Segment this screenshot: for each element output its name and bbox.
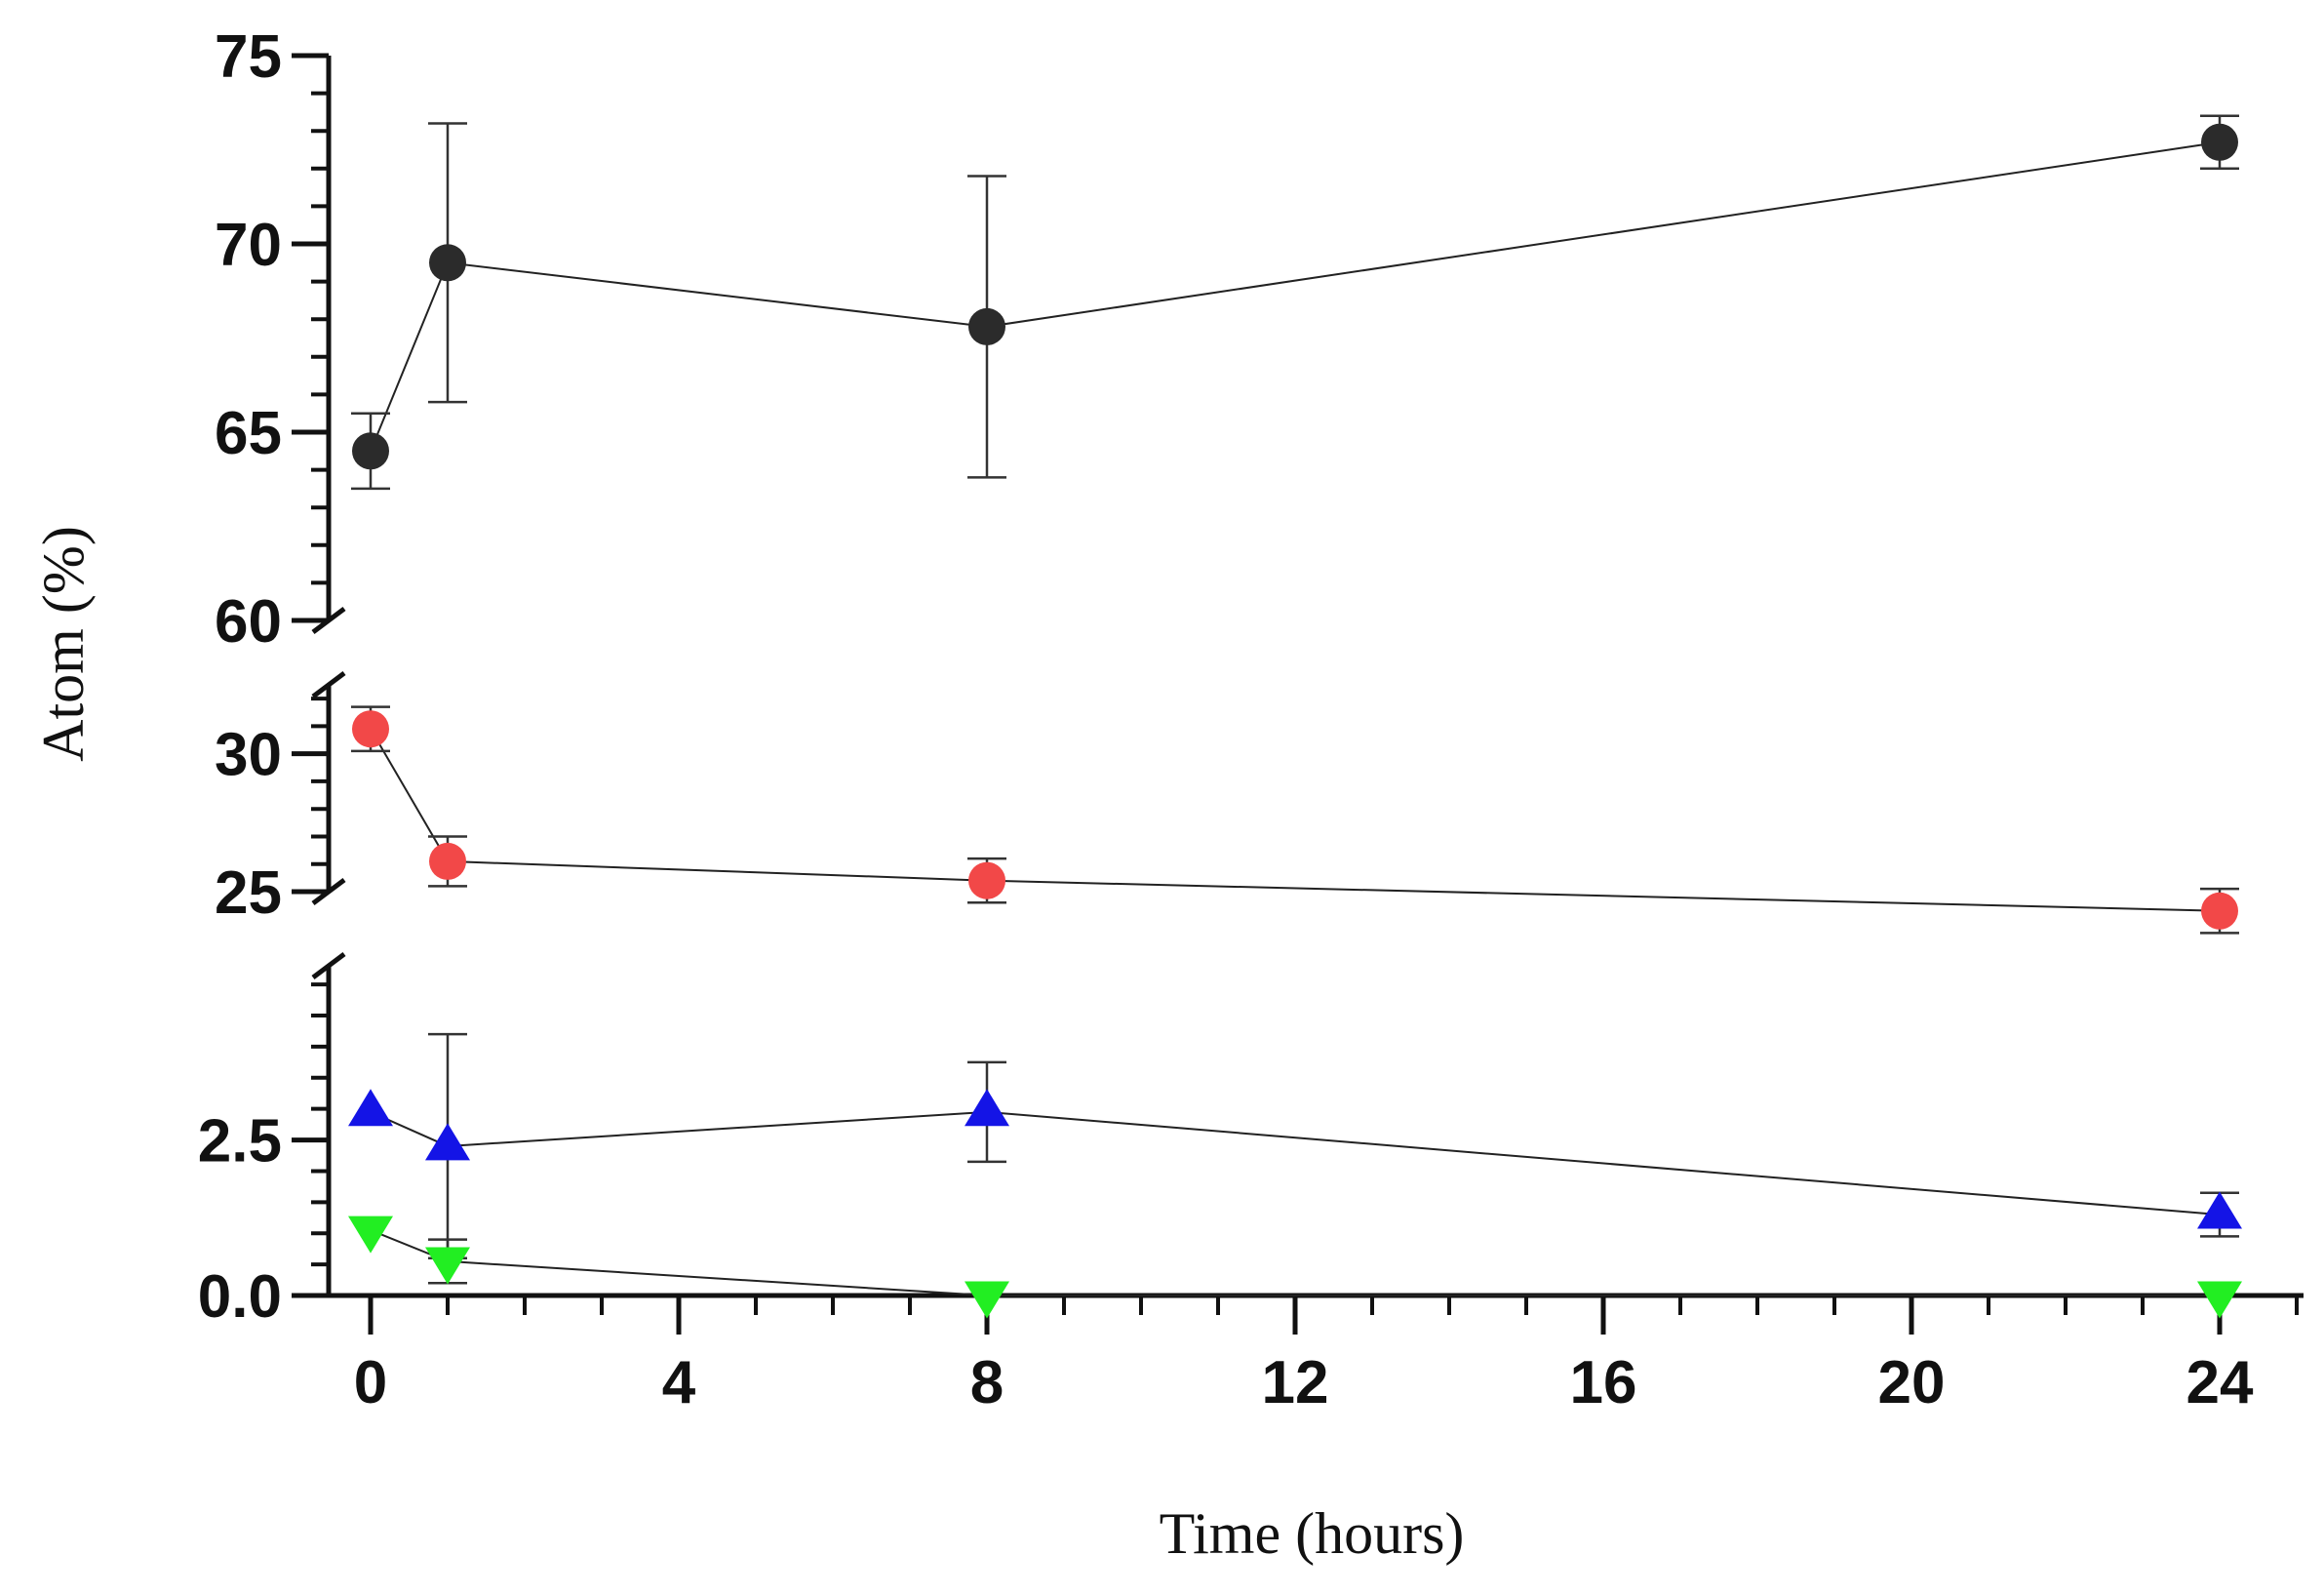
data-point [348, 1216, 393, 1254]
axis-break-mark [311, 671, 346, 698]
series-line [370, 1110, 2221, 1216]
x-tick-label: 24 [2186, 1349, 2254, 1416]
axis-break-mark [311, 607, 346, 634]
series-line [370, 728, 2221, 912]
data-point [425, 1247, 470, 1285]
x-tick-label: 8 [970, 1349, 1004, 1416]
data-point [2197, 1191, 2242, 1229]
data-point [965, 1089, 1009, 1127]
x-axis-title: Time (hours) [1160, 1501, 1465, 1566]
axis-break-mark [311, 952, 346, 979]
y-tick-label: 0.0 [198, 1263, 282, 1331]
data-point [425, 1123, 470, 1161]
series-line [370, 140, 2221, 452]
y-tick-label: 70 [215, 212, 282, 279]
data-point [2201, 123, 2238, 161]
series-3 [348, 1032, 2242, 1259]
data-point [429, 244, 466, 282]
data-point [968, 307, 1005, 345]
data-point [348, 1089, 393, 1127]
series-line [370, 1229, 2220, 1296]
y-tick-label: 25 [215, 859, 282, 927]
axis-break-mark [311, 878, 346, 905]
y-tick-label: 65 [215, 400, 282, 467]
y-axis-title: Atom (%) [31, 526, 96, 762]
y-tick-label: 2.5 [198, 1108, 282, 1176]
x-tick-label: 16 [1570, 1349, 1637, 1416]
series-4 [348, 1216, 2242, 1319]
plot-area [348, 114, 2242, 1319]
data-point [2201, 892, 2238, 930]
data-point [352, 432, 389, 470]
axes: 60 65 70 75 25 30 0.0 2.5 0 4 8 12 16 20 24 [198, 23, 2304, 1416]
data-point [429, 842, 466, 880]
series-1 [351, 114, 2239, 491]
series-2 [351, 705, 2239, 935]
data-point [352, 710, 389, 748]
data-point [968, 861, 1005, 899]
data-point [965, 1281, 1009, 1319]
x-tick-label: 12 [1262, 1349, 1329, 1416]
y-tick-label: 60 [215, 588, 282, 656]
data-point [2197, 1281, 2242, 1319]
y-tick-label: 30 [215, 722, 282, 789]
x-tick-label: 20 [1878, 1349, 1946, 1416]
x-tick-label: 4 [662, 1349, 696, 1416]
y-tick-label: 75 [215, 23, 282, 91]
x-tick-label: 0 [354, 1349, 387, 1416]
